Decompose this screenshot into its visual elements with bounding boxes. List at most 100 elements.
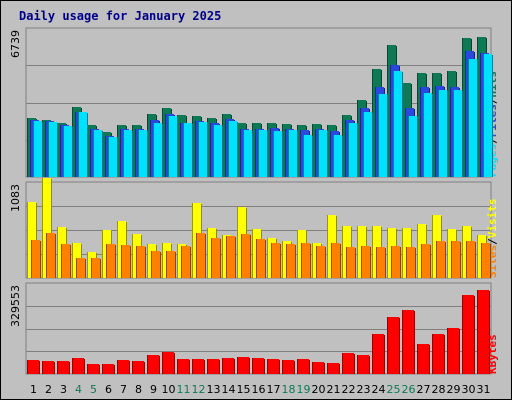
bar-sites-14 [226, 236, 236, 278]
bar-sites-27-face [422, 244, 430, 278]
bar-kbytes-1-face [28, 360, 39, 374]
bar-sites-7-face [122, 245, 130, 278]
bar-pages-24-face [379, 94, 387, 177]
legend-entry: Visits [486, 199, 499, 239]
bar-kbytes-10-face [163, 352, 174, 374]
bar-pages-30-face [469, 59, 477, 177]
bar-pages-2 [48, 122, 58, 177]
bar-sites-1 [31, 240, 41, 278]
bar-sites-21 [331, 243, 341, 278]
bar-sites-5-face [92, 258, 100, 278]
bar-pages-4 [78, 112, 88, 177]
bar-sites-20-face [317, 246, 325, 278]
bar-pages-16-face [259, 130, 267, 177]
bar-pages-27 [423, 93, 433, 177]
bar-kbytes-26-face [403, 310, 414, 374]
bar-sites-10 [166, 251, 176, 278]
x-tick-label: 11 [177, 383, 191, 396]
bar-kbytes-17 [267, 359, 280, 374]
bar-kbytes-21-face [328, 363, 339, 374]
bar-pages-18 [288, 130, 298, 177]
x-tick-label: 9 [150, 383, 157, 396]
bar-kbytes-30 [462, 295, 475, 374]
bar-sites-3 [61, 244, 71, 278]
x-tick-label: 31 [477, 383, 491, 396]
bar-pages-15-face [244, 130, 252, 177]
x-tick-label: 20 [312, 383, 326, 396]
bar-pages-19-face [304, 135, 312, 177]
bar-pages-17 [273, 131, 283, 177]
bar-kbytes-6 [102, 364, 115, 374]
x-tick-label: 28 [432, 383, 446, 396]
bar-pages-21-face [334, 135, 342, 177]
bar-sites-27 [421, 244, 431, 278]
bar-sites-20 [316, 246, 326, 278]
bar-sites-11 [181, 246, 191, 278]
bar-pages-5-face [94, 130, 102, 177]
bar-pages-8 [138, 130, 148, 177]
bar-kbytes-25 [387, 317, 400, 374]
bar-kbytes-11 [177, 359, 190, 374]
bar-pages-31-face [484, 54, 492, 177]
bar-pages-21 [333, 135, 343, 177]
x-tick-label: 29 [447, 383, 461, 396]
bar-pages-3-face [64, 126, 72, 177]
panel-top-ymax-label: 6739 [9, 30, 22, 58]
bar-sites-28-face [437, 241, 445, 278]
bar-kbytes-2-face [43, 361, 54, 374]
bar-kbytes-29-face [448, 328, 459, 374]
bar-kbytes-7-face [118, 360, 129, 374]
bar-sites-29-face [452, 241, 460, 278]
bar-pages-12 [198, 122, 208, 177]
bar-pages-5 [93, 130, 103, 177]
bar-pages-13 [213, 125, 223, 177]
x-tick-label: 13 [207, 383, 221, 396]
bar-pages-20-face [319, 130, 327, 177]
bar-kbytes-18-face [283, 360, 294, 374]
bar-sites-12 [196, 233, 206, 278]
bar-sites-9-face [152, 251, 160, 278]
bar-pages-7 [123, 130, 133, 177]
bar-pages-3 [63, 126, 73, 177]
bar-kbytes-27-face [418, 344, 429, 374]
x-tick-label: 17 [267, 383, 281, 396]
bar-kbytes-10 [162, 352, 175, 374]
bar-kbytes-21 [327, 363, 340, 374]
panel-bottom-ymax-label: 329553 [9, 285, 22, 327]
x-tick-label: 3 [60, 383, 67, 396]
bar-sites-30 [466, 241, 476, 278]
panel-middle-ymax-label: 1083 [9, 184, 22, 212]
x-tick-label: 5 [90, 383, 97, 396]
bar-sites-23-face [362, 246, 370, 278]
x-tick-label: 26 [402, 383, 416, 396]
bar-sites-19-face [302, 243, 310, 278]
bar-kbytes-19 [297, 359, 310, 374]
bar-pages-6-face [109, 137, 117, 177]
bar-kbytes-30-face [463, 295, 474, 374]
bar-sites-6 [106, 244, 116, 278]
bar-kbytes-22 [342, 353, 355, 374]
bar-pages-16 [258, 130, 268, 177]
bar-kbytes-9 [147, 355, 160, 374]
bar-pages-23 [363, 112, 373, 177]
bar-pages-20 [318, 130, 328, 177]
bar-sites-22-face [347, 247, 355, 278]
bar-pages-30 [468, 59, 478, 177]
bar-kbytes-31-face [478, 290, 489, 374]
bar-sites-19 [301, 243, 311, 278]
bar-sites-4-face [77, 258, 85, 278]
bar-kbytes-8-face [133, 361, 144, 374]
bar-kbytes-3-face [58, 361, 69, 374]
bar-sites-24-face [377, 247, 385, 278]
bar-pages-25 [393, 71, 403, 177]
x-tick-label: 22 [342, 383, 356, 396]
bar-sites-12-face [197, 233, 205, 278]
bar-sites-2-face [47, 233, 55, 278]
bar-sites-4 [76, 258, 86, 278]
bar-sites-28 [436, 241, 446, 278]
bar-sites-11-face [182, 246, 190, 278]
bar-sites-17 [271, 243, 281, 278]
bar-pages-13-face [214, 125, 222, 177]
x-tick-label: 15 [237, 383, 251, 396]
bar-kbytes-15 [237, 357, 250, 374]
